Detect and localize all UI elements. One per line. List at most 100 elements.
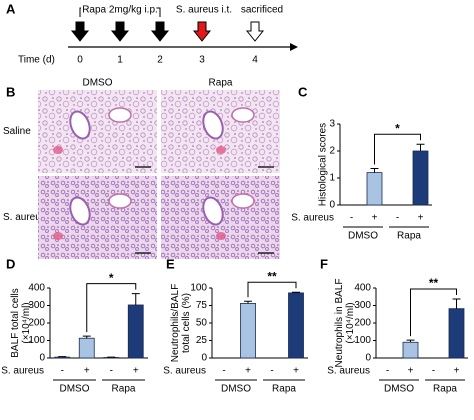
significance-bracket bbox=[374, 133, 421, 165]
row-label: S. aureus bbox=[1, 366, 44, 377]
panel-letter: C bbox=[298, 84, 308, 99]
y-axis-label: BALF total cells bbox=[10, 288, 21, 357]
y-axis-label: (×10⁴/ml) bbox=[21, 302, 32, 343]
day-label: 3 bbox=[199, 55, 205, 66]
y-tick-label: 0 bbox=[329, 200, 335, 211]
histology-image bbox=[161, 176, 280, 259]
x-tick-label: - bbox=[386, 366, 389, 377]
airway bbox=[202, 110, 224, 140]
column-label: DMSO bbox=[83, 78, 113, 89]
y-axis-label: Histological scores bbox=[318, 123, 329, 206]
bar bbox=[78, 337, 95, 359]
y-tick-label: 200 bbox=[28, 318, 45, 329]
group-label: Rapa bbox=[397, 231, 421, 242]
x-tick-label: - bbox=[350, 213, 353, 224]
y-axis-label: Neutrophils in BALF bbox=[334, 279, 345, 368]
bar bbox=[448, 308, 465, 359]
error-bar bbox=[292, 291, 300, 293]
day-label: 4 bbox=[252, 55, 258, 66]
y-tick-label: 1 bbox=[329, 173, 335, 184]
treatment-label: Rapa 2mg/kg i.p. bbox=[82, 5, 158, 16]
y-tick-label: 3 bbox=[329, 119, 335, 130]
significance-bracket bbox=[247, 281, 297, 298]
bar bbox=[366, 172, 383, 206]
y-axis-label: (×10⁴/ml) bbox=[345, 302, 356, 343]
treatment-bracket bbox=[79, 7, 161, 17]
panel-letter: B bbox=[6, 84, 15, 99]
bar bbox=[127, 304, 144, 359]
y-tick-label: 300 bbox=[354, 300, 371, 311]
error-bar bbox=[416, 143, 425, 151]
significance-label: * bbox=[109, 271, 114, 285]
group-label: Rapa bbox=[112, 384, 136, 395]
x-tick-label: - bbox=[110, 366, 113, 377]
bar bbox=[240, 302, 256, 359]
group-label: DMSO bbox=[348, 231, 378, 242]
airway bbox=[69, 196, 91, 226]
tissue bbox=[38, 90, 157, 173]
significance-bracket bbox=[86, 283, 137, 333]
timeline-arrow bbox=[70, 21, 90, 42]
error-bar bbox=[244, 300, 252, 304]
group-label: DMSO bbox=[384, 384, 414, 395]
significance-label: ** bbox=[429, 276, 439, 290]
error-bar bbox=[370, 168, 379, 173]
error-bar bbox=[58, 356, 67, 358]
y-tick-label: 0 bbox=[201, 353, 207, 364]
y-tick-label: 2 bbox=[329, 146, 335, 157]
error-bar bbox=[406, 339, 415, 343]
group-label: DMSO bbox=[221, 384, 251, 395]
tissue bbox=[38, 176, 157, 259]
day-label: 0 bbox=[77, 55, 83, 66]
x-tick-label: - bbox=[396, 213, 399, 224]
y-tick-label: 25 bbox=[196, 335, 208, 346]
x-tick-label: + bbox=[84, 366, 90, 377]
histology-image bbox=[38, 176, 157, 259]
timeline-arrow bbox=[192, 21, 212, 42]
row-label: Saline bbox=[3, 126, 31, 137]
panel-letter: F bbox=[320, 256, 328, 271]
y-tick-label: 300 bbox=[28, 300, 45, 311]
x-tick-label: - bbox=[432, 366, 435, 377]
bar bbox=[288, 292, 304, 359]
vessel bbox=[108, 193, 132, 209]
panel-letter: A bbox=[6, 1, 16, 16]
group-label: Rapa bbox=[433, 384, 457, 395]
y-tick-label: 400 bbox=[28, 283, 45, 294]
day-label: 1 bbox=[117, 55, 123, 66]
y-tick-label: 0 bbox=[39, 353, 45, 364]
significance-bracket bbox=[410, 288, 457, 337]
significance-label: ** bbox=[267, 269, 277, 283]
bar bbox=[54, 356, 71, 359]
x-tick-label: - bbox=[270, 366, 273, 377]
y-axis-label: Neutrophils/BALF bbox=[170, 284, 181, 362]
axis-arrowhead bbox=[290, 43, 298, 51]
row-label: S. aureus bbox=[163, 366, 206, 377]
group-label: DMSO bbox=[60, 384, 90, 395]
y-tick-label: 100 bbox=[354, 335, 371, 346]
x-tick-label: + bbox=[245, 366, 251, 377]
error-bar bbox=[82, 335, 91, 339]
y-axis-label: total cells (%) bbox=[181, 293, 192, 353]
histology-image bbox=[38, 90, 157, 173]
y-tick-label: 100 bbox=[190, 283, 207, 294]
x-tick-label: + bbox=[454, 366, 460, 377]
y-tick-label: 200 bbox=[354, 318, 371, 329]
vessel bbox=[231, 193, 255, 209]
infection-label: S. aureus i.t. bbox=[176, 5, 232, 16]
column-label: Rapa bbox=[209, 78, 233, 89]
timeline-arrow bbox=[245, 21, 265, 42]
vessel bbox=[108, 107, 132, 123]
error-bar bbox=[452, 298, 461, 309]
blood bbox=[216, 146, 226, 154]
x-tick-label: + bbox=[372, 213, 378, 224]
y-tick-label: 50 bbox=[196, 318, 208, 329]
blood bbox=[53, 146, 63, 154]
axis-label: Time (d) bbox=[18, 55, 55, 66]
timeline-arrow bbox=[150, 21, 170, 42]
vessel bbox=[231, 107, 255, 123]
significance-label: * bbox=[395, 121, 400, 135]
blood bbox=[216, 232, 226, 240]
x-tick-label: - bbox=[61, 366, 64, 377]
day-label: 2 bbox=[157, 55, 163, 66]
